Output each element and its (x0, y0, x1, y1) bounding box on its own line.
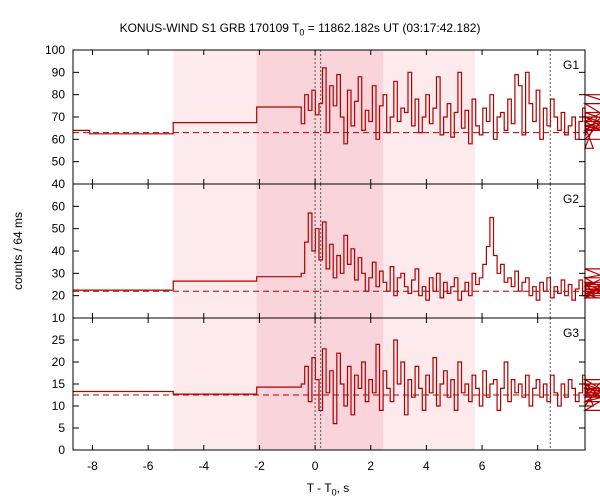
y-tick-label: 50 (52, 222, 66, 236)
light-curve-G1 (73, 67, 600, 149)
y-tick-label: 5 (58, 421, 65, 435)
x-tick-label: -4 (198, 459, 209, 473)
x-tick-label: 4 (423, 459, 430, 473)
y-tick-label: 40 (52, 177, 66, 191)
y-tick-label: 40 (52, 244, 66, 258)
y-tick-label: 15 (52, 377, 66, 391)
y-tick-label: 20 (52, 289, 66, 303)
panel-label: G1 (563, 58, 579, 72)
x-tick-label: -8 (87, 459, 98, 473)
x-axis-label: T - T0, s (306, 481, 350, 498)
x-tick-label: 0 (312, 459, 319, 473)
y-tick-label: 0 (58, 443, 65, 457)
x-tick-label: -6 (143, 459, 154, 473)
chart-title: KONUS-WIND S1 GRB 170109 T0 = 11862.182s… (119, 21, 481, 38)
panel-frame (72, 317, 586, 451)
y-tick-label: 10 (52, 311, 66, 325)
panel-label: G3 (563, 326, 579, 340)
y-tick-label: 100 (45, 43, 65, 57)
y-tick-label: 30 (52, 266, 66, 280)
y-tick-label: 60 (52, 199, 66, 213)
y-tick-label: 70 (52, 110, 66, 124)
shaded-interval (256, 50, 384, 450)
y-tick-label: 90 (52, 65, 66, 79)
y-tick-label: 80 (52, 88, 66, 102)
y-tick-label: 60 (52, 132, 66, 146)
panel-label: G2 (563, 192, 579, 206)
y-tick-label: 25 (52, 333, 66, 347)
x-tick-label: 6 (479, 459, 486, 473)
y-tick-label: 50 (52, 155, 66, 169)
x-tick-label: -2 (254, 459, 265, 473)
light-curve-G3 (73, 339, 600, 425)
x-tick-label: 8 (534, 459, 541, 473)
y-tick-label: 10 (52, 399, 66, 413)
x-tick-label: 2 (367, 459, 374, 473)
y-axis-label: counts / 64 ms (11, 211, 25, 291)
y-tick-label: 20 (52, 355, 66, 369)
